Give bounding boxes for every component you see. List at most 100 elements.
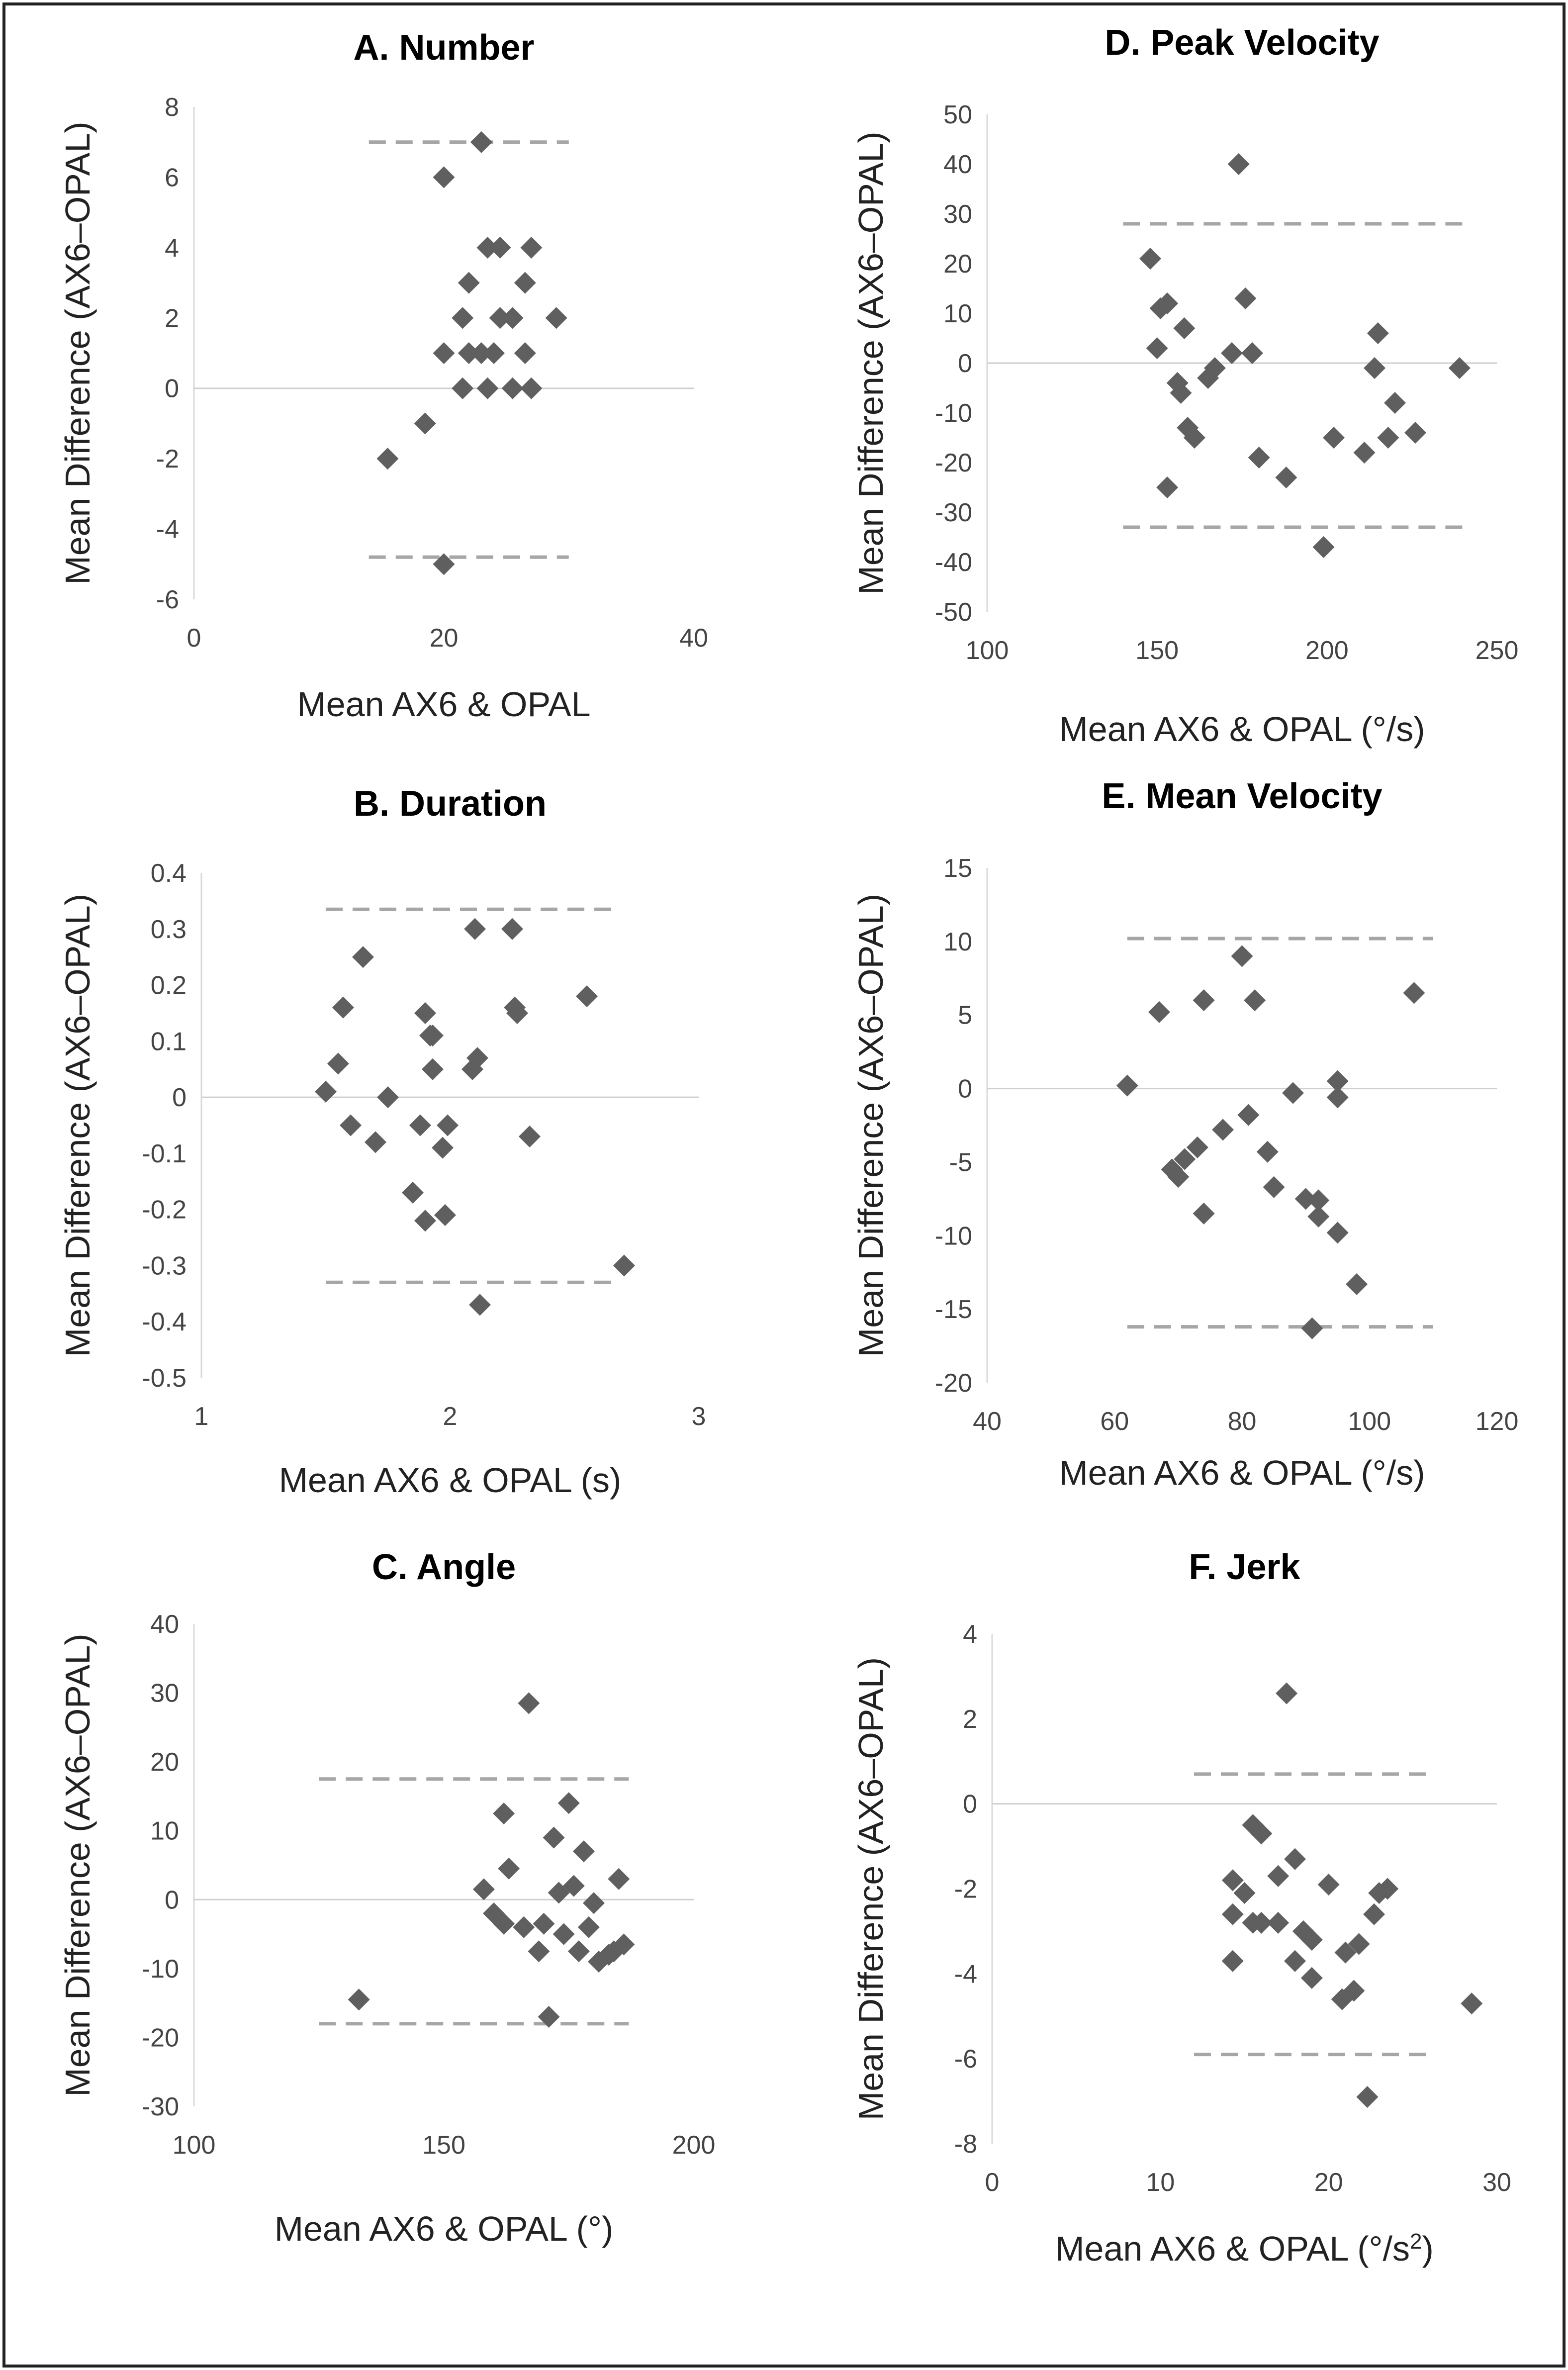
data-point [557,1792,580,1814]
data-point [1307,1205,1330,1228]
x-tick-label: 200 [672,2131,716,2160]
data-point [1242,1911,1264,1934]
chart-panel-a: A. Number -6 -4 -2 0 2 4 6 8 0 20 40 Mean AX6 & OPAL… [58,28,708,724]
data-point [1403,982,1425,1004]
y-tick-label: 0.2 [151,971,186,1000]
y-tick-label: -2 [954,1875,977,1904]
data-point [543,1826,565,1849]
y-tick-label: 0.1 [151,1027,186,1056]
data-point [1346,1273,1368,1295]
data-point [519,1126,541,1148]
x-tick-label: 20 [430,624,459,653]
data-point [572,1840,595,1863]
x-axis-label: Mean AX6 & OPAL (°/s) [1059,1453,1425,1492]
x-tick-label: 120 [1476,1407,1519,1436]
y-tick-label: 0 [165,375,179,403]
y-axis-label: Mean Difference (AX6–OPAL) [58,894,97,1357]
y-tick-label: -6 [156,585,179,614]
chart-panel-d: D. Peak Velocity -50 -40 -30 -20 -10 0 10 20 30 40… [851,23,1518,749]
data-point [514,342,536,364]
x-tick-label: 80 [1228,1407,1257,1436]
y-tick-label: 0 [172,1083,186,1112]
data-point [1146,337,1168,359]
data-point [1244,989,1266,1012]
y-tick-label: -5 [949,1148,972,1177]
data-point [469,1294,491,1316]
chart-title: F. Jerk [1189,1547,1300,1587]
data-point [1356,2086,1379,2108]
y-tick-label: -0.5 [142,1364,186,1393]
data-point [1148,1001,1170,1023]
data-point [562,1875,585,1897]
data-point [483,342,505,364]
data-point [422,1058,444,1080]
data-point [576,985,598,1008]
y-tick-label: -4 [954,1960,977,1989]
data-point [514,272,536,294]
y-tick-label: -20 [142,2023,179,2052]
data-point [577,1916,600,1938]
y-tick-label: 8 [165,93,179,122]
data-point [501,307,524,329]
data-point [1231,945,1253,967]
data-point [432,1137,454,1159]
x-tick-label: 250 [1476,636,1519,665]
data-point [1170,382,1192,404]
data-point [414,412,436,435]
data-point [1334,1941,1357,1964]
y-tick-label: -10 [935,399,972,428]
data-point [376,448,399,470]
y-tick-label: -15 [935,1295,972,1324]
data-point [1363,1903,1385,1925]
data-point [567,1940,590,1963]
y-axis-label: Mean Difference (AX6–OPAL) [851,894,890,1357]
y-axis-label: Mean Difference (AX6–OPAL) [58,121,97,584]
y-tick-label: -50 [935,598,972,627]
data-point [1139,248,1161,270]
data-point [1284,1950,1306,1972]
data-point [437,1114,459,1137]
y-tick-label: 10 [943,928,972,956]
data-point [1221,1903,1244,1925]
data-point [1156,292,1179,314]
data-point [433,166,455,189]
x-tick-label: 100 [1348,1407,1391,1436]
data-point [1384,392,1406,414]
data-point [1461,1992,1483,2015]
y-tick-label: -30 [142,2092,179,2121]
data-point [1241,342,1263,364]
chart-title: D. Peak Velocity [1105,23,1379,63]
data-point [452,377,474,399]
data-point [538,2005,560,2028]
y-tick-label: -2 [156,445,179,474]
data-point [1326,1086,1349,1109]
data-point [518,1692,540,1714]
chart-panel-e: E. Mean Velocity -20 -15 -10 -5 0 5 10 15 40 60 80 1… [851,776,1518,1492]
data-point [513,1916,535,1938]
data-point [348,1989,370,2011]
data-point [1183,427,1205,449]
data-point [1173,317,1196,339]
data-point [1203,357,1226,379]
y-tick-label: 0.3 [151,915,186,944]
data-point [377,1086,399,1109]
data-point [414,1002,436,1024]
chart-title: A. Number [353,28,534,68]
x-tick-label: 100 [173,2131,216,2160]
x-axis-label: Mean AX6 & OPAL (°/s2) [1055,2229,1434,2269]
y-tick-label: 30 [943,200,972,229]
data-point [533,1912,555,1935]
data-point [365,1131,386,1153]
y-tick-label: -8 [954,2130,977,2159]
data-point [315,1080,337,1103]
data-point [1301,1317,1323,1339]
chart-panel-c: C. Angle -30 -20 -10 0 10 20 30 40 100 150 200 Mean … [58,1547,715,2248]
data-point [520,377,543,399]
data-point [470,131,492,153]
chart-title: C. Angle [372,1547,516,1587]
y-tick-label: 0 [963,1790,977,1819]
y-tick-label: 10 [150,1817,179,1846]
x-tick-label: 40 [679,624,708,653]
data-point [414,1210,436,1232]
